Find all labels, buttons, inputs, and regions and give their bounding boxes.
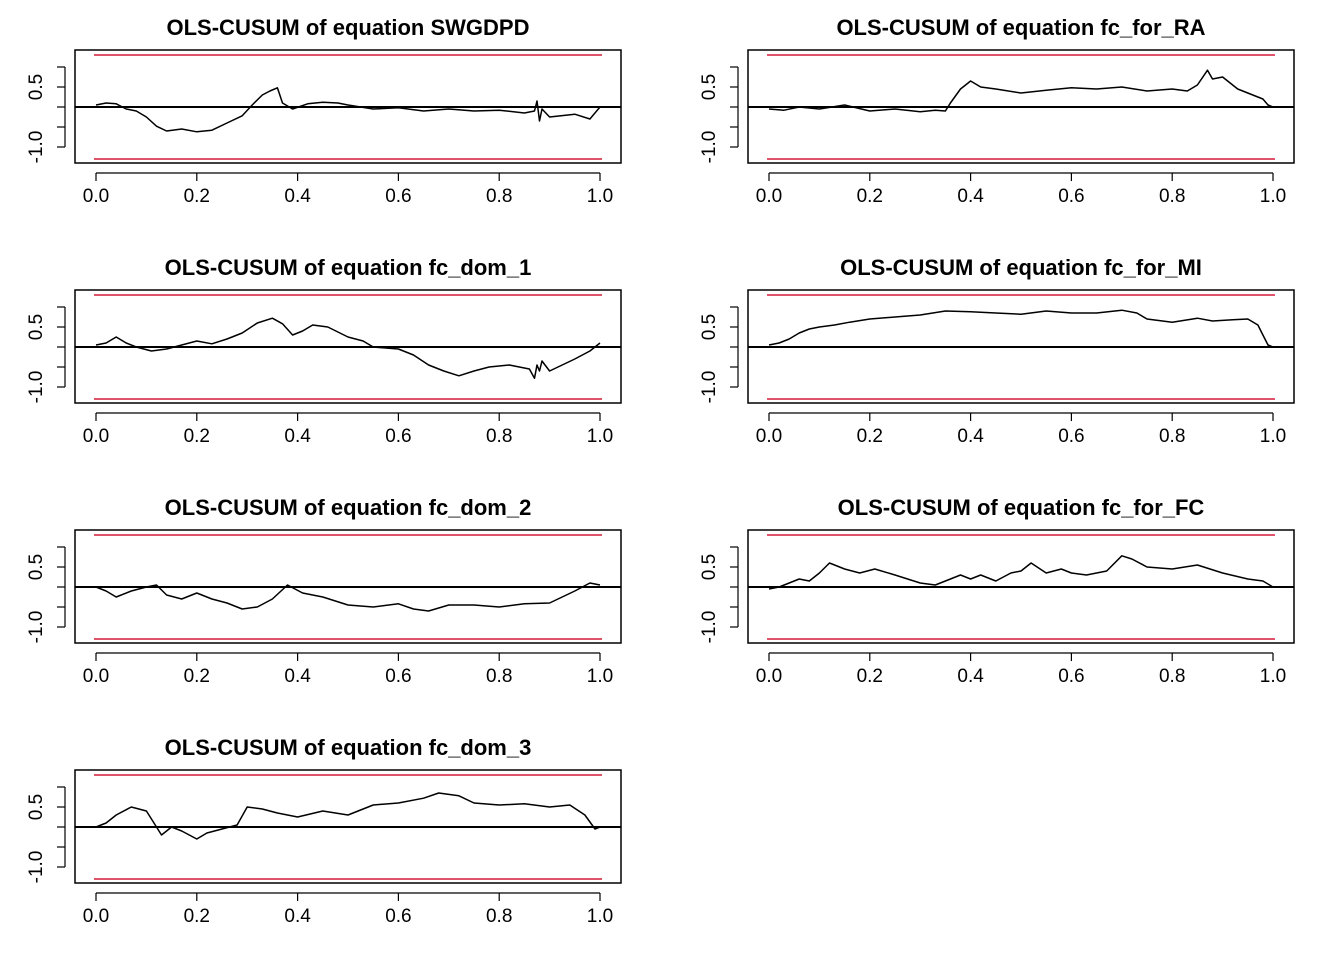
x-tick-label: 0.6: [385, 666, 411, 687]
x-tick-label: 0.8: [486, 906, 512, 927]
x-tick-label: 0.8: [1159, 426, 1185, 447]
y-tick-label: 0.5: [699, 554, 720, 580]
y-tick-label: -1.0: [699, 371, 720, 404]
panel-title: OLS-CUSUM of equation fc_for_FC: [838, 495, 1205, 520]
y-tick-label: -1.0: [26, 131, 47, 164]
x-tick-label: 0.4: [284, 666, 311, 687]
panel-title: OLS-CUSUM of equation fc_dom_2: [165, 495, 532, 520]
x-tick-label: 0.2: [184, 666, 210, 687]
x-tick-label: 0.2: [857, 666, 883, 687]
x-tick-label: 0.6: [1058, 426, 1084, 447]
x-tick-label: 0.4: [284, 906, 311, 927]
x-tick-label: 0.0: [83, 186, 109, 207]
x-tick-label: 1.0: [1260, 186, 1286, 207]
x-tick-label: 1.0: [587, 426, 613, 447]
x-tick-label: 0.0: [756, 666, 782, 687]
panel-1: OLS-CUSUM of equation SWGDPD 0.0 0.2 0.4 0.6…: [26, 15, 622, 207]
panel-title: OLS-CUSUM of equation fc_for_MI: [840, 255, 1202, 280]
x-tick-label: 0.2: [857, 426, 883, 447]
panel-4: OLS-CUSUM of equation fc_for_MI 0.0 0.2 0.4…: [699, 255, 1295, 447]
x-tick-label: 0.8: [486, 426, 512, 447]
x-tick-label: 0.6: [385, 906, 411, 927]
y-tick-label: 0.5: [26, 74, 47, 100]
x-tick-label: 0.0: [83, 906, 109, 927]
panel-6: OLS-CUSUM of equation fc_for_FC 0.0 0.2 0.4…: [699, 495, 1295, 687]
y-tick-label: 0.5: [26, 554, 47, 580]
x-tick-label: 0.8: [486, 186, 512, 207]
cusum-line: [768, 309, 1274, 348]
panel-5: OLS-CUSUM of equation fc_dom_2 0.0 0.2 0.4 0…: [26, 495, 622, 687]
x-tick-label: 0.2: [857, 186, 883, 207]
x-tick-label: 0.8: [1159, 666, 1185, 687]
x-tick-label: 1.0: [587, 186, 613, 207]
y-tick-label: 0.5: [26, 314, 47, 340]
y-tick-label: -1.0: [26, 851, 47, 884]
x-tick-label: 0.6: [1058, 186, 1084, 207]
x-tick-label: 0.8: [486, 666, 512, 687]
panel-title: OLS-CUSUM of equation fc_dom_1: [165, 255, 532, 280]
x-tick-label: 1.0: [587, 906, 613, 927]
x-tick-label: 0.4: [957, 186, 984, 207]
x-tick-label: 1.0: [1260, 666, 1286, 687]
cusum-line: [768, 69, 1274, 113]
y-tick-label: -1.0: [26, 371, 47, 404]
panel-title: OLS-CUSUM of equation fc_dom_3: [165, 735, 532, 760]
x-tick-label: 0.4: [957, 666, 984, 687]
x-tick-label: 0.2: [184, 906, 210, 927]
panel-title: OLS-CUSUM of equation SWGDPD: [167, 15, 530, 40]
x-tick-label: 0.0: [756, 186, 782, 207]
x-tick-label: 0.4: [957, 426, 984, 447]
x-tick-label: 0.4: [284, 186, 311, 207]
y-tick-label: -1.0: [699, 131, 720, 164]
x-tick-label: 1.0: [587, 666, 613, 687]
cusum-line: [95, 317, 601, 379]
cusum-line: [95, 792, 601, 840]
panel-title: OLS-CUSUM of equation fc_for_RA: [836, 15, 1205, 40]
cusum-line: [768, 555, 1274, 590]
x-tick-label: 0.0: [756, 426, 782, 447]
x-tick-label: 0.4: [284, 426, 311, 447]
x-tick-label: 0.6: [385, 426, 411, 447]
panel-2: OLS-CUSUM of equation fc_for_RA 0.0 0.2 0.4…: [699, 15, 1295, 207]
x-tick-label: 0.0: [83, 426, 109, 447]
y-tick-label: 0.5: [699, 314, 720, 340]
x-tick-label: 0.6: [385, 186, 411, 207]
cusum-line: [95, 87, 601, 133]
y-tick-label: 0.5: [699, 74, 720, 100]
x-tick-label: 0.0: [83, 666, 109, 687]
x-tick-label: 0.8: [1159, 186, 1185, 207]
y-tick-label: -1.0: [26, 611, 47, 644]
y-tick-label: 0.5: [26, 794, 47, 820]
cusum-line: [95, 582, 601, 612]
x-tick-label: 0.2: [184, 426, 210, 447]
x-tick-label: 0.2: [184, 186, 210, 207]
x-tick-label: 0.6: [1058, 666, 1084, 687]
panel-7: OLS-CUSUM of equation fc_dom_3 0.0 0.2 0.4 0…: [26, 735, 622, 927]
panel-3: OLS-CUSUM of equation fc_dom_1 0.0 0.2 0.4 0…: [26, 255, 622, 447]
y-tick-label: -1.0: [699, 611, 720, 644]
x-tick-label: 1.0: [1260, 426, 1286, 447]
